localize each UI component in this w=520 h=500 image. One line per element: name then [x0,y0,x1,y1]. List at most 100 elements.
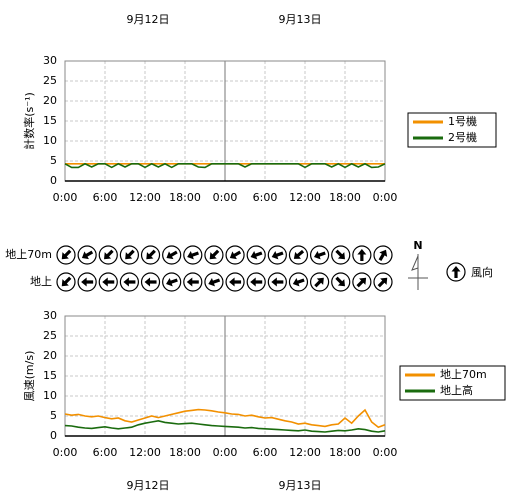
arrow-head [102,277,115,287]
y-tick-label: 5 [50,409,57,422]
wind-arrow [98,245,118,265]
wind-arrow [288,272,309,292]
wind-arrow [373,272,393,292]
y-axis-label: 風速(m/s) [23,351,36,402]
x-tick-label: 18:00 [169,446,201,459]
north-label: N [413,239,422,252]
y-tick-label: 30 [43,309,57,322]
y-tick-label: 20 [43,349,57,362]
arrow-head [356,277,367,288]
wind-arrow [162,245,182,265]
wind-arrow [331,245,351,265]
north-mark [411,255,419,271]
x-tick-label: 0:00 [373,446,398,459]
wind-arrow [56,245,76,265]
arrow-head [292,277,305,287]
arrow-head [104,249,114,260]
arrow-head [166,250,178,260]
x-tick-label: 18:00 [329,446,361,459]
x-tick-label: 6:00 [93,446,118,459]
wind-arrow [225,245,245,265]
y-tick-label: 0 [50,174,57,187]
arrow-head [166,277,178,287]
legend-label: 地上70m [440,368,487,381]
wind-arrow [352,272,372,292]
arrow-head [335,276,345,287]
x-tick-label: 12:00 [129,191,161,204]
arrow-head [229,277,242,287]
row-label: 地上70m [5,248,52,261]
arrow-head [208,277,221,287]
y-tick-label: 20 [43,94,57,107]
arrow-head [125,249,135,260]
y-tick-label: 5 [50,154,57,167]
arrow-head [146,249,156,260]
wind-arrow [77,272,97,292]
wind-arrow [310,272,330,292]
x-tick-label: 12:00 [129,446,161,459]
x-tick-label: 0:00 [53,446,78,459]
x-tick-label: 6:00 [253,446,278,459]
arrow-head [314,277,324,288]
arrow-head [61,276,72,287]
arrow-head [186,277,199,287]
x-tick-label: 0:00 [373,191,398,204]
arrow-head [377,277,388,288]
legend-box [407,112,497,148]
arrow-head [250,277,263,287]
arrow-head [313,250,326,260]
legend-box [399,365,506,401]
wind-arrow [352,245,372,265]
arrow-head [378,249,388,261]
date-label: 9月13日 [279,13,322,26]
wind-arrow [56,272,76,292]
wind-arrow [246,245,266,265]
arrow-head [144,277,157,287]
date-label: 9月12日 [127,13,170,26]
wind-arrow [267,245,287,265]
x-tick-label: 18:00 [329,191,361,204]
wind-arrow [140,272,161,292]
wind-arrow [119,245,139,265]
wind-arrow [77,245,97,265]
series-line [64,419,386,433]
wind-arrow [288,245,309,265]
y-tick-label: 25 [43,329,57,342]
arrow-head [209,249,220,260]
x-tick-label: 6:00 [253,191,278,204]
arrow-head [271,250,284,260]
x-tick-label: 12:00 [289,446,321,459]
y-tick-label: 25 [43,74,57,87]
wind-arrow [225,272,245,292]
x-tick-label: 0:00 [213,191,238,204]
arrow-head [451,266,461,278]
x-tick-label: 0:00 [213,446,238,459]
wind-arrow [373,245,393,265]
date-label: 9月13日 [279,479,322,492]
series-line [64,408,386,429]
x-tick-label: 18:00 [169,191,201,204]
wind-arrow [183,272,203,292]
wind-arrow [162,272,182,292]
legend-label: 1号機 [448,114,477,128]
wind-arrow [119,272,139,292]
y-axis-label: 計数率(s⁻¹) [22,92,36,150]
y-tick-label: 30 [43,54,57,67]
wind-arrow [183,245,203,265]
legend-label: 風向 [471,265,493,279]
y-tick-label: 10 [43,389,57,402]
x-tick-label: 12:00 [289,191,321,204]
arrow-head [250,250,263,260]
arrow-head [357,249,367,261]
wind-arrow [204,245,224,265]
arrow-head [335,249,345,260]
row-label: 地上 [30,275,52,288]
wind-arrow [246,272,266,292]
wind-arrow [331,272,351,292]
wind-arrow [204,272,224,292]
y-tick-label: 15 [43,114,57,127]
y-tick-label: 15 [43,369,57,382]
x-tick-label: 6:00 [93,191,118,204]
wind-arrow [140,245,161,265]
